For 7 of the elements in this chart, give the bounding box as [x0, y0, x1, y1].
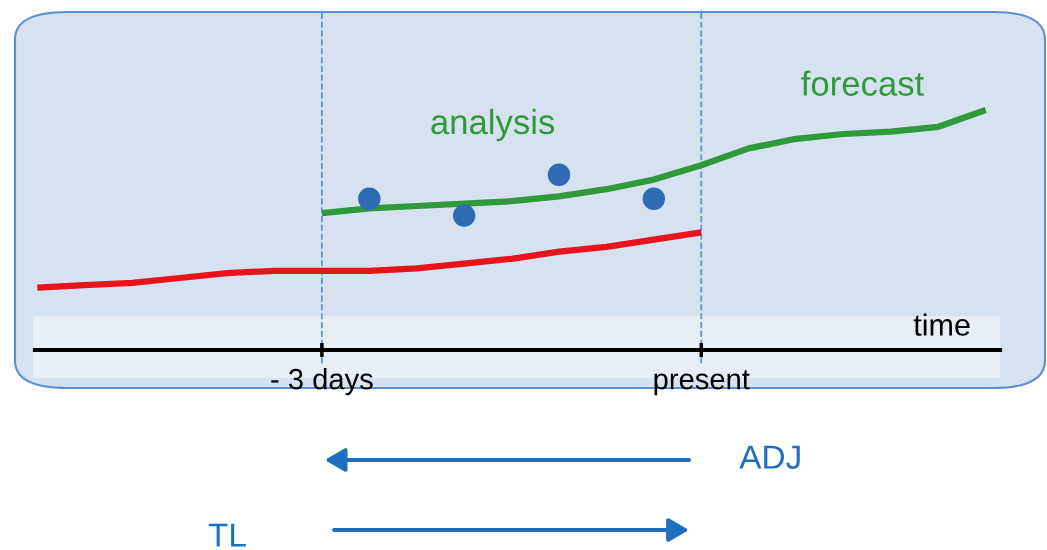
text: TL — [208, 523, 246, 547]
x-axis-title: time — [913, 313, 970, 336]
x-tick-label: - 3 days — [271, 368, 373, 396]
text: ADJ — [739, 445, 800, 469]
text: forecast — [801, 70, 924, 96]
x-tick-label: present — [654, 370, 750, 396]
annotation: analysis — [431, 108, 555, 142]
